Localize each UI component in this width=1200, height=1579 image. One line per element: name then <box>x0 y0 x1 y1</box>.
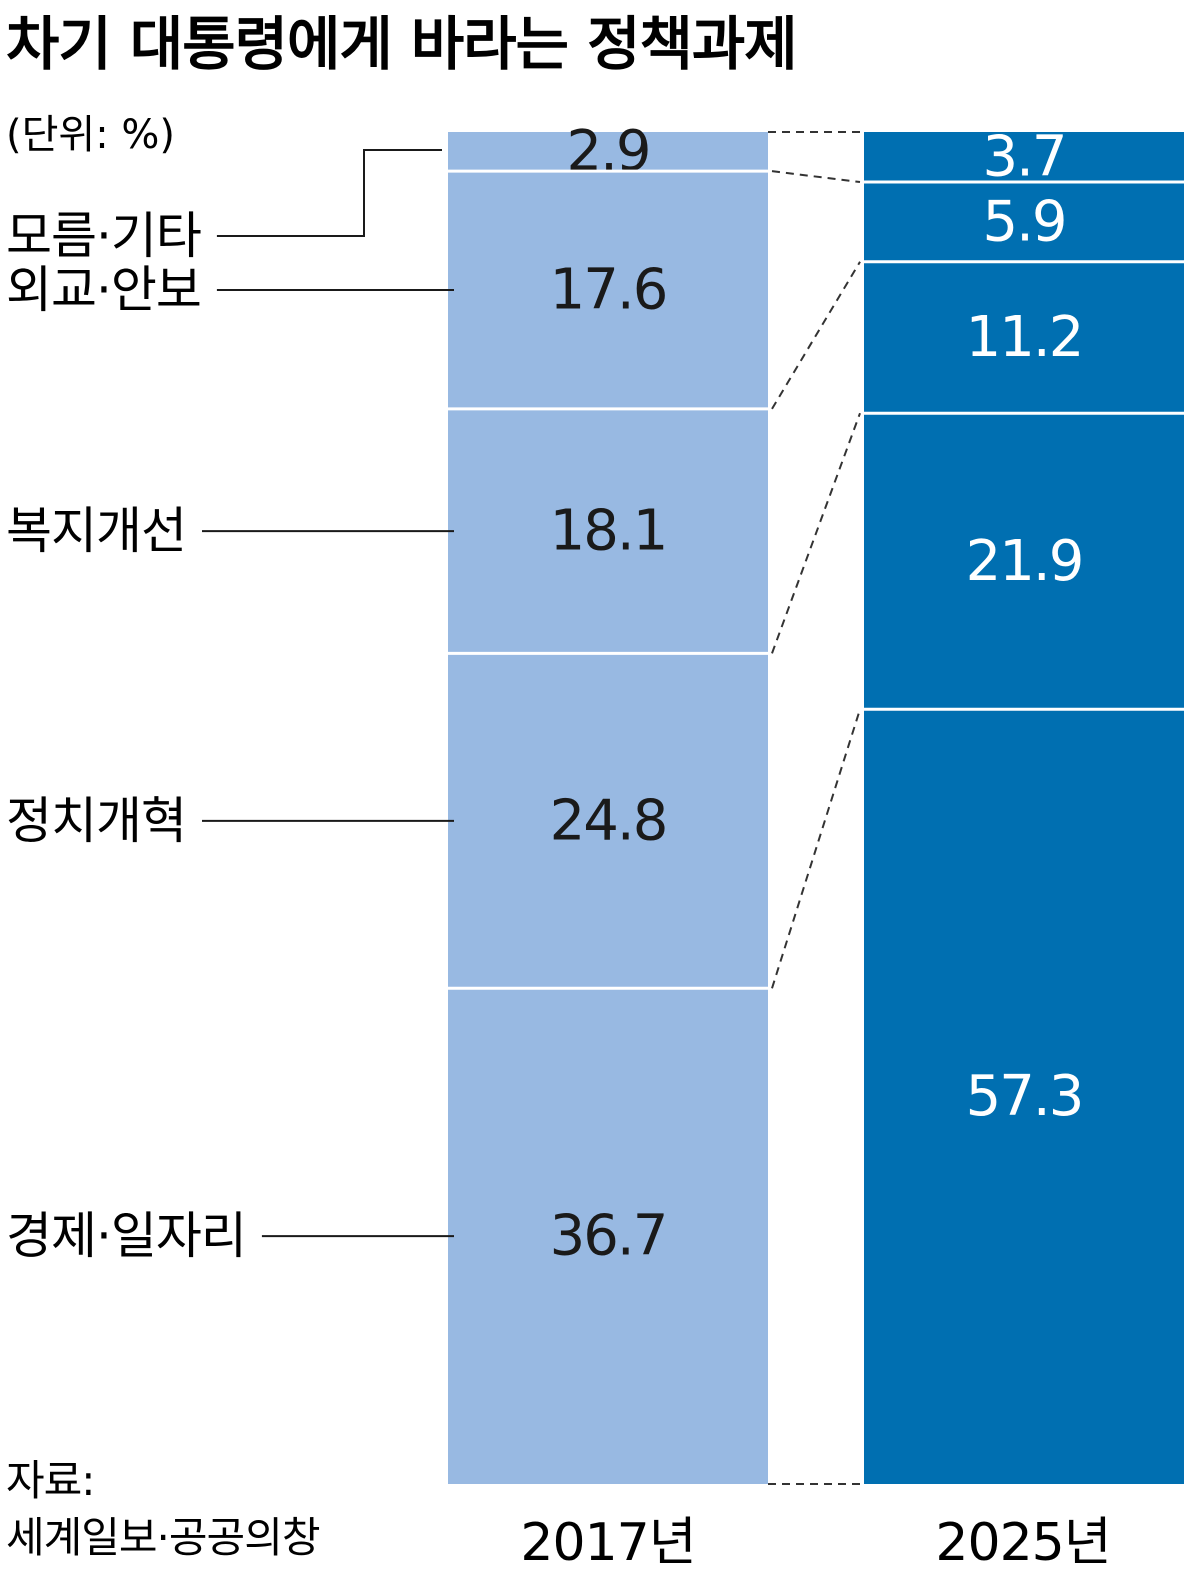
connector-line <box>771 412 861 654</box>
bar-segment <box>448 988 768 1484</box>
data-label: 3.7 <box>982 125 1065 190</box>
series-label: 정치개혁 <box>6 792 186 850</box>
data-label: 36.7 <box>550 1204 667 1269</box>
x-tick-2025: 2025년 <box>935 1513 1110 1573</box>
bar-segment <box>864 132 1184 183</box>
bar-segment <box>864 413 1184 710</box>
connector-line <box>771 261 861 410</box>
series-label: 외교·안보 <box>6 261 201 319</box>
series-label: 복지개선 <box>6 502 186 560</box>
source-text: 세계일보·공공의창 <box>6 1513 320 1562</box>
bar-segment <box>448 132 768 172</box>
leader-line <box>216 149 442 237</box>
bar-segment <box>864 182 1184 262</box>
data-label: 17.6 <box>550 258 667 323</box>
series-label: 경제·일자리 <box>6 1207 246 1265</box>
connector-line <box>771 709 861 989</box>
data-label: 18.1 <box>550 499 667 564</box>
data-label: 2.9 <box>566 119 649 184</box>
bar-segment <box>448 653 768 989</box>
bars-layer: 36.7 24.8 18.1 17.6 2.9 57.3 21.9 11.2 5.93.7 <box>448 119 1184 1484</box>
data-label: 11.2 <box>966 305 1083 370</box>
chart-title: 차기 대통령에게 바라는 정책과제 <box>6 10 797 78</box>
source-label: 자료: <box>6 1456 94 1505</box>
bar-segment <box>448 408 768 654</box>
x-tick-2017: 2017년 <box>520 1513 695 1573</box>
bar-segment <box>448 171 768 409</box>
series-label: 모름·기타 <box>6 207 201 265</box>
data-label: 21.9 <box>966 529 1083 594</box>
data-label: 57.3 <box>966 1064 1083 1129</box>
connector-lines <box>768 131 864 1485</box>
data-label: 5.9 <box>982 189 1065 254</box>
bar-segment <box>864 709 1184 1484</box>
data-label: 24.8 <box>550 788 667 853</box>
connector-line <box>771 170 861 184</box>
unit-label: (단위: %) <box>6 112 175 158</box>
bar-segment <box>864 261 1184 414</box>
